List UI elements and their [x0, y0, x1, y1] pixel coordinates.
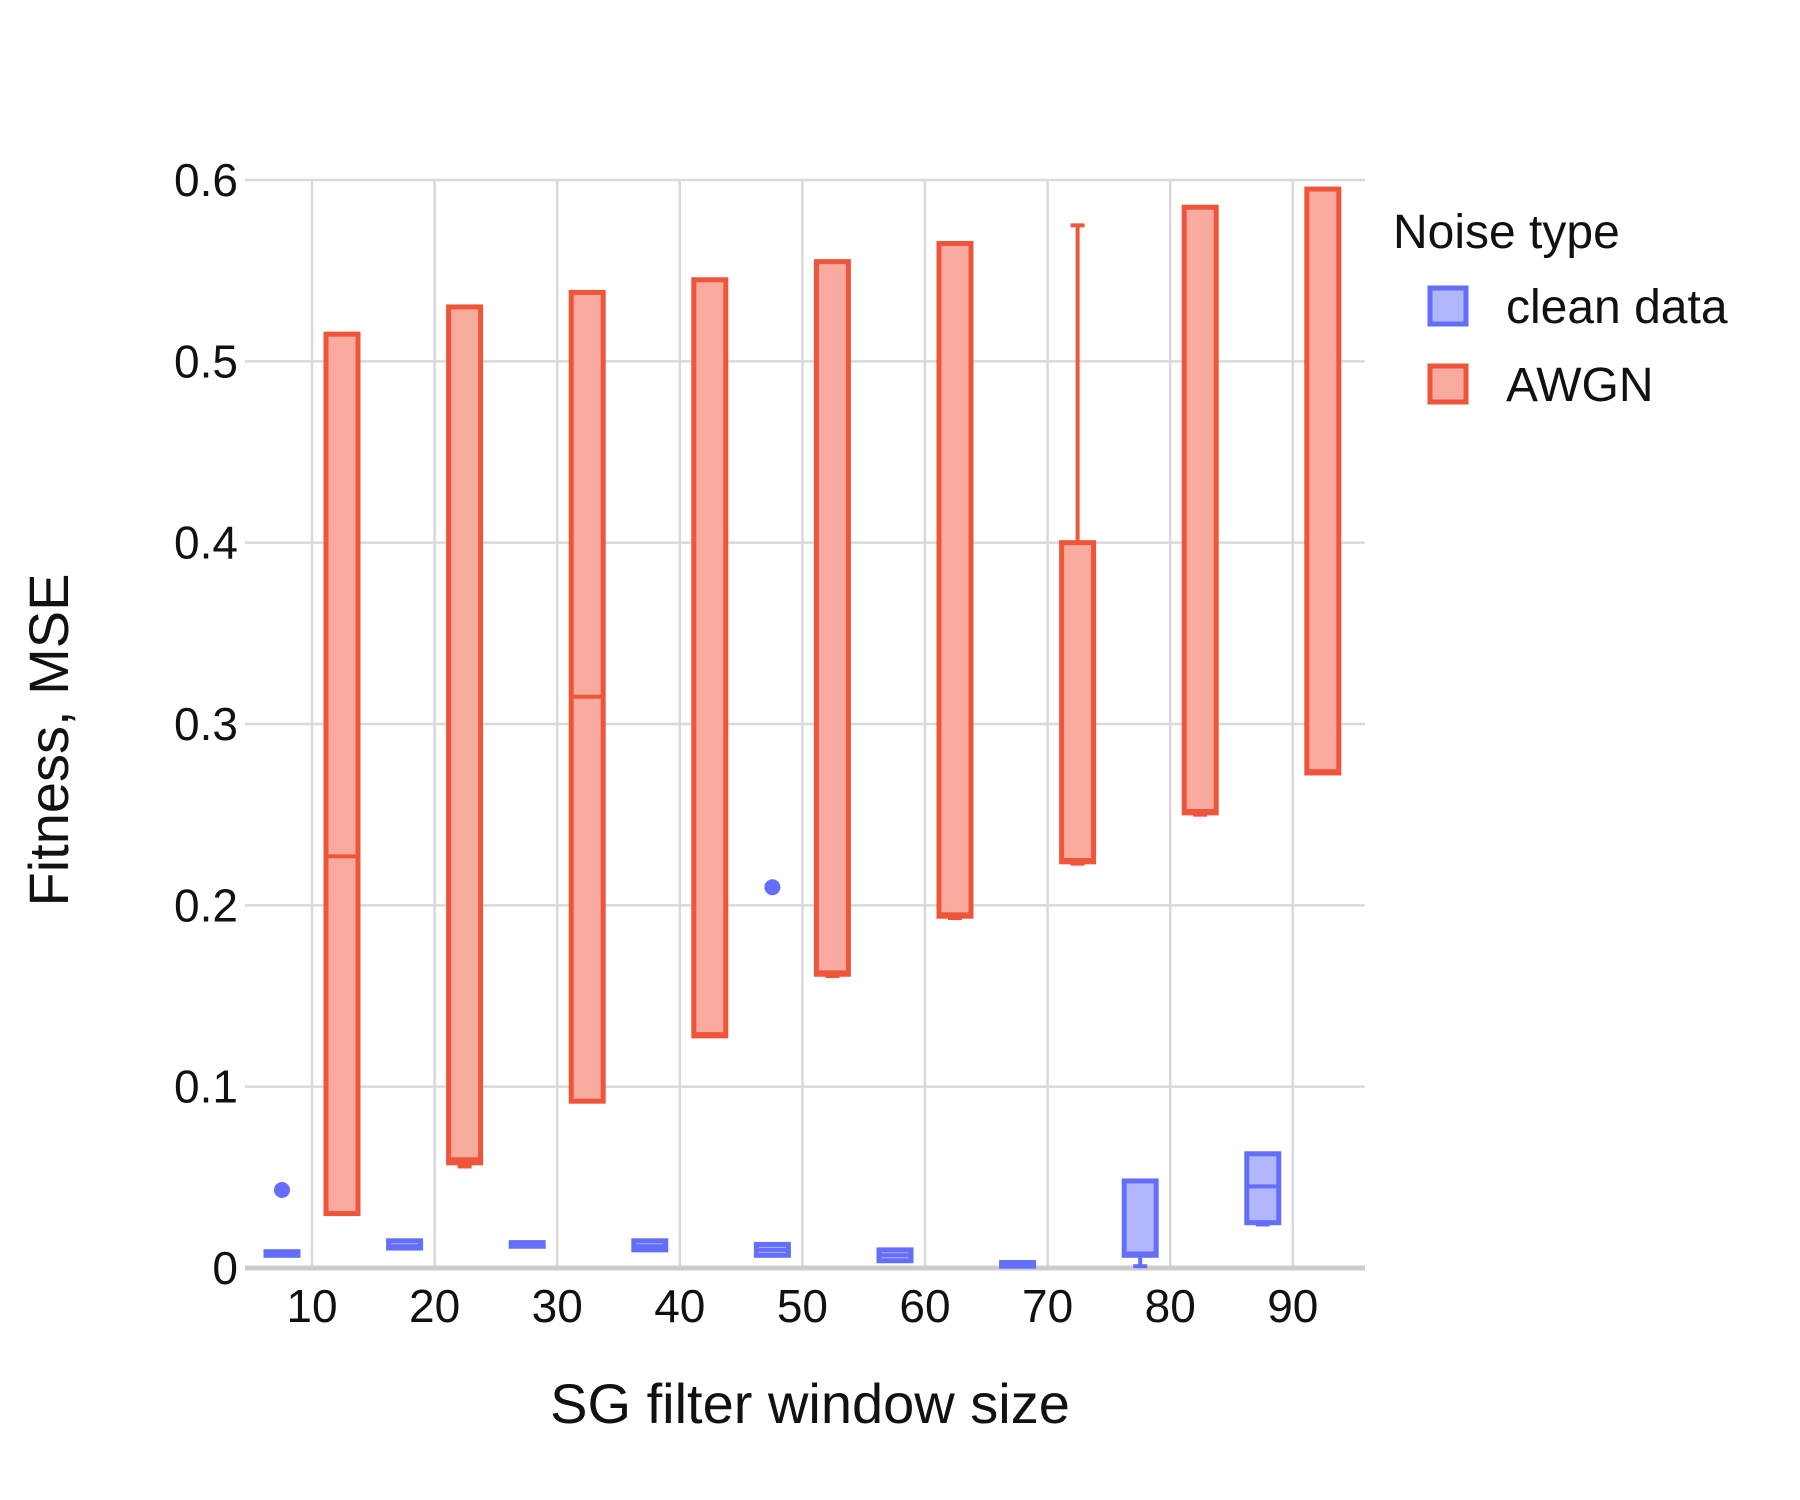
legend: Noise type clean data AWGN	[1393, 206, 1728, 412]
box-awgn-80	[1181, 204, 1219, 817]
box-body	[813, 259, 851, 977]
outlier-point	[764, 879, 781, 896]
x-tick-labels: 10 20 30 40 50 60 70 80 90	[286, 1280, 1318, 1332]
outlier-point	[274, 1182, 290, 1199]
box-awgn-40	[691, 277, 729, 1039]
x-tick-label: 90	[1267, 1280, 1318, 1332]
box-body	[1121, 1178, 1159, 1258]
y-tick-label: 0	[212, 1242, 238, 1294]
x-tick-label: 30	[532, 1280, 583, 1332]
gridlines	[245, 178, 1365, 1268]
legend-label: AWGN	[1506, 359, 1654, 412]
box-body	[323, 331, 361, 1217]
box-clean-data-40	[631, 1238, 669, 1253]
y-tick-label: 0.6	[174, 154, 238, 206]
legend-items: clean data AWGN	[1427, 281, 1728, 412]
box-body	[936, 240, 974, 919]
box-awgn-10	[323, 331, 361, 1217]
box-clean-data-70	[999, 1260, 1037, 1269]
legend-item-awgn: AWGN	[1427, 359, 1654, 412]
y-tick-label: 0.3	[174, 698, 238, 750]
legend-swatch	[1427, 285, 1469, 327]
y-tick-label: 0.4	[174, 517, 238, 569]
box-clean-data-60	[876, 1247, 914, 1264]
x-tick-label: 70	[1022, 1280, 1073, 1332]
box-clean-data-20	[386, 1238, 424, 1251]
box-clean-data-90	[1244, 1151, 1282, 1227]
x-tick-label: 50	[777, 1280, 828, 1332]
box-awgn-90	[1304, 186, 1342, 776]
y-tick-label: 0.5	[174, 335, 238, 387]
box-body	[1181, 204, 1219, 816]
y-tick-labels: 0 0.1 0.2 0.3 0.4 0.5 0.6	[174, 154, 238, 1294]
x-tick-label: 40	[654, 1280, 705, 1332]
box-awgn-60	[936, 240, 974, 921]
series-clean-data	[263, 879, 1282, 1269]
x-tick-label: 20	[409, 1280, 460, 1332]
y-axis-title: Fitness, MSE	[17, 574, 80, 907]
box-clean-data-80	[1121, 1178, 1159, 1269]
legend-label: clean data	[1506, 281, 1728, 334]
box-awgn-20	[446, 304, 484, 1169]
box-awgn-50	[813, 259, 851, 979]
box-body	[691, 277, 729, 1039]
box-clean-data-10	[263, 1182, 301, 1258]
legend-swatch	[1427, 363, 1469, 405]
x-tick-label: 10	[286, 1280, 337, 1332]
box-body	[1304, 186, 1342, 776]
legend-item-clean-data: clean data	[1427, 281, 1728, 334]
y-tick-label: 0.2	[174, 879, 238, 931]
box-layer	[263, 186, 1342, 1269]
box-clean-data-30	[508, 1240, 546, 1249]
x-tick-label: 60	[899, 1280, 950, 1332]
legend-title: Noise type	[1393, 206, 1620, 259]
y-tick-label: 0.1	[174, 1061, 238, 1113]
series-awgn	[323, 186, 1342, 1217]
x-axis-title: SG filter window size	[550, 1372, 1070, 1435]
box-clean-data-50	[753, 879, 791, 1258]
box-body	[446, 304, 484, 1166]
box-awgn-70	[1059, 223, 1097, 866]
box-body	[1059, 540, 1097, 865]
x-tick-label: 80	[1145, 1280, 1196, 1332]
box-awgn-30	[568, 289, 606, 1104]
